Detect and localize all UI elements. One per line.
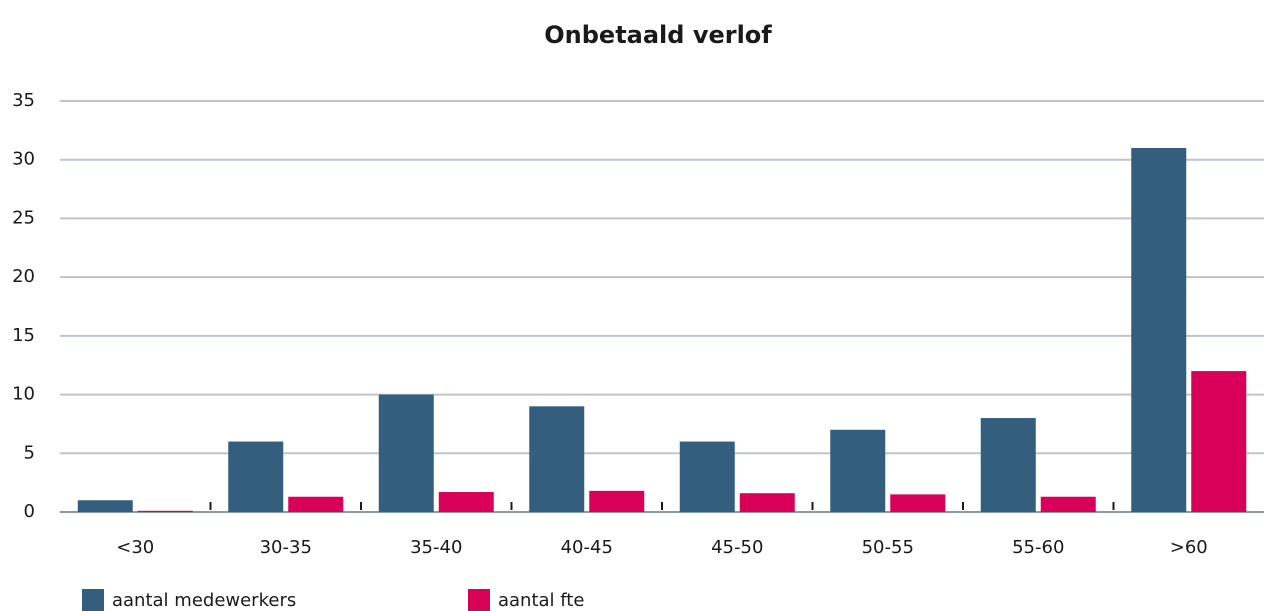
bar <box>438 492 494 512</box>
bar <box>679 441 735 512</box>
y-tick-label: 15 <box>12 325 35 346</box>
y-tick-label: 25 <box>12 207 35 228</box>
bar <box>1040 496 1096 512</box>
bar <box>980 418 1036 512</box>
bar <box>830 429 886 512</box>
x-tick-label: 55-60 <box>1012 537 1064 558</box>
chart-title: Onbetaald verlof <box>544 21 772 49</box>
y-tick-label: 10 <box>12 384 35 405</box>
y-tick-label: 35 <box>12 90 35 111</box>
bar <box>529 406 585 512</box>
x-tick-label: 50-55 <box>862 537 914 558</box>
legend-swatch <box>468 589 490 611</box>
x-tick-label: 40-45 <box>561 537 613 558</box>
y-tick-label: 20 <box>12 266 35 287</box>
legend-label: aantal fte <box>498 590 584 611</box>
bar <box>1131 147 1187 512</box>
y-tick-label: 0 <box>24 501 35 522</box>
x-tick-label: <30 <box>116 537 154 558</box>
x-tick-label: 35-40 <box>410 537 462 558</box>
bar <box>589 490 645 512</box>
bar <box>378 394 434 512</box>
bar <box>137 510 193 512</box>
bar <box>1191 371 1247 512</box>
y-tick-label: 5 <box>24 442 35 463</box>
x-tick-label: >60 <box>1170 537 1208 558</box>
bar <box>739 493 795 512</box>
x-tick-label: 30-35 <box>260 537 312 558</box>
bar <box>288 496 344 512</box>
legend-swatch <box>82 589 104 611</box>
bar <box>228 441 284 512</box>
bar <box>890 494 946 512</box>
x-tick-label: 45-50 <box>711 537 763 558</box>
legend-label: aantal medewerkers <box>112 590 296 611</box>
y-tick-label: 30 <box>12 149 35 170</box>
bar <box>77 500 133 512</box>
